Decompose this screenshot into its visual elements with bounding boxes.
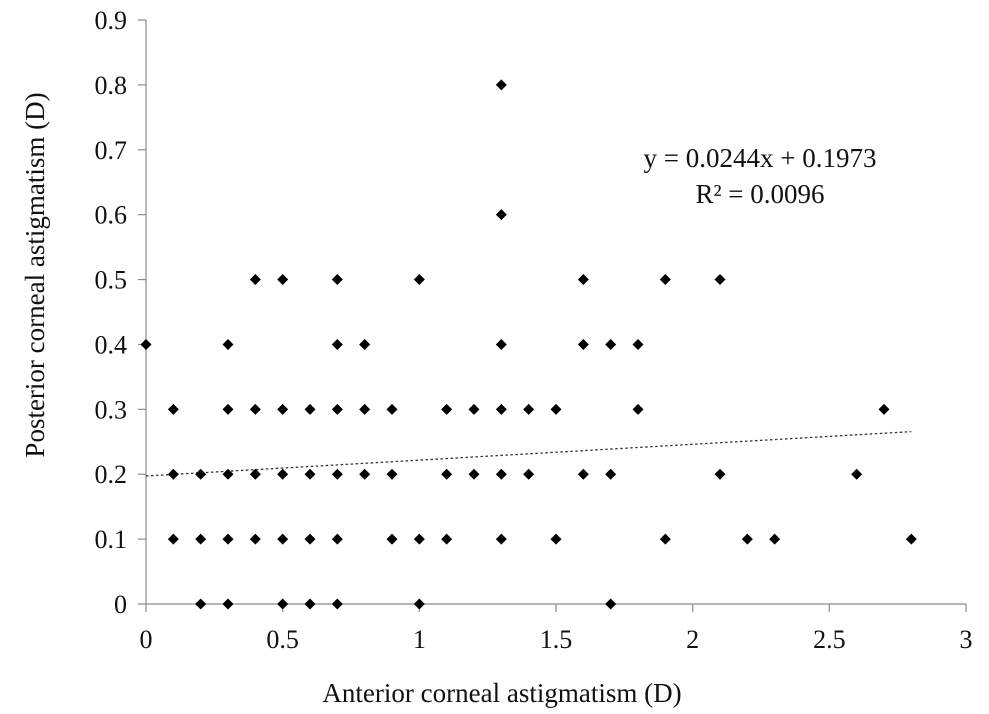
data-point	[741, 533, 753, 545]
data-point	[605, 338, 617, 350]
data-point	[222, 533, 234, 545]
y-tick-label: 0.6	[95, 201, 128, 230]
y-tick-label: 0.4	[95, 330, 128, 359]
data-point	[605, 598, 617, 610]
data-point	[331, 403, 343, 415]
data-point	[277, 274, 289, 286]
data-point	[468, 403, 480, 415]
y-tick-label: 0.9	[95, 6, 128, 35]
x-tick-label: 0.5	[266, 625, 299, 654]
data-point	[167, 533, 179, 545]
data-point	[195, 468, 207, 480]
data-point	[277, 598, 289, 610]
data-point	[441, 468, 453, 480]
x-tick-label: 3	[960, 625, 973, 654]
x-tick-label: 2	[686, 625, 699, 654]
y-tick-label: 0.1	[95, 525, 128, 554]
data-point	[331, 598, 343, 610]
data-point	[632, 403, 644, 415]
data-point	[277, 468, 289, 480]
data-point	[851, 468, 863, 480]
data-point	[495, 79, 507, 91]
y-tick-label: 0	[114, 590, 127, 619]
tick-labels: 0 0.1 0.2 0.3 0.4 0.5 0.6 0.7 0.8 0.9 0 0.5 1 1.5 2 2.5…	[95, 6, 973, 654]
data-point	[577, 274, 589, 286]
data-point	[495, 338, 507, 350]
data-point	[277, 403, 289, 415]
data-point	[140, 338, 152, 350]
data-point	[495, 533, 507, 545]
data-point	[577, 338, 589, 350]
data-point	[249, 533, 261, 545]
data-point	[222, 338, 234, 350]
data-point	[632, 338, 644, 350]
data-point	[359, 338, 371, 350]
data-point	[441, 533, 453, 545]
data-point	[331, 533, 343, 545]
data-point	[495, 403, 507, 415]
data-points	[140, 79, 917, 610]
data-point	[769, 533, 781, 545]
data-point	[495, 468, 507, 480]
data-point	[277, 533, 289, 545]
data-point	[495, 209, 507, 221]
y-tick-label: 0.2	[95, 460, 128, 489]
data-point	[413, 533, 425, 545]
data-point	[523, 468, 535, 480]
data-point	[331, 338, 343, 350]
data-point	[249, 403, 261, 415]
data-point	[331, 468, 343, 480]
x-tick-label: 1	[413, 625, 426, 654]
data-point	[222, 598, 234, 610]
data-point	[714, 468, 726, 480]
data-point	[386, 403, 398, 415]
data-point	[659, 274, 671, 286]
data-point	[714, 274, 726, 286]
data-point	[304, 533, 316, 545]
y-tick-label: 0.7	[95, 136, 128, 165]
trendline-equation: y = 0.0244x + 0.1973	[644, 143, 877, 173]
x-tick-label: 2.5	[813, 625, 846, 654]
data-point	[523, 403, 535, 415]
data-point	[905, 533, 917, 545]
data-point	[304, 468, 316, 480]
data-point	[386, 533, 398, 545]
data-point	[550, 403, 562, 415]
data-point	[577, 468, 589, 480]
data-point	[304, 403, 316, 415]
data-point	[359, 403, 371, 415]
data-point	[441, 403, 453, 415]
data-point	[659, 533, 671, 545]
data-point	[386, 468, 398, 480]
data-point	[304, 598, 316, 610]
data-point	[222, 403, 234, 415]
x-tick-label: 1.5	[540, 625, 573, 654]
data-point	[195, 533, 207, 545]
y-tick-label: 0.8	[95, 71, 128, 100]
data-point	[331, 274, 343, 286]
data-point	[605, 468, 617, 480]
y-tick-label: 0.5	[95, 266, 128, 295]
data-point	[878, 403, 890, 415]
data-point	[413, 598, 425, 610]
data-point	[359, 468, 371, 480]
x-tick-label: 0	[140, 625, 153, 654]
data-point	[249, 274, 261, 286]
data-point	[468, 468, 480, 480]
data-point	[550, 533, 562, 545]
data-point	[413, 274, 425, 286]
data-point	[222, 468, 234, 480]
data-point	[167, 403, 179, 415]
x-axis-title: Anterior corneal astigmatism (D)	[322, 678, 681, 708]
data-point	[249, 468, 261, 480]
data-point	[195, 598, 207, 610]
y-tick-label: 0.3	[95, 395, 128, 424]
trendline-r-squared: R² = 0.0096	[695, 179, 824, 209]
y-axis-title: Posterior corneal astigmatism (D)	[20, 92, 50, 457]
data-point	[167, 468, 179, 480]
axes	[138, 19, 967, 612]
